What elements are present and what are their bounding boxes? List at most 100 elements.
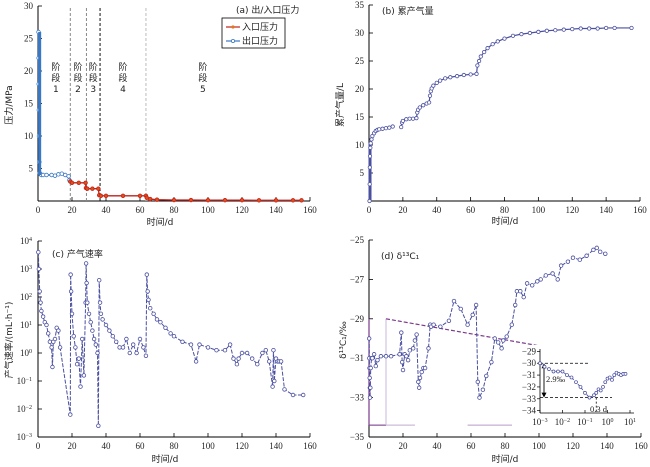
inset-x-tick-label: 101 [624, 417, 636, 427]
inset-data-point [578, 385, 583, 389]
stage-label-number: 1 [53, 85, 59, 95]
data-point-delta13c [496, 340, 501, 345]
panel-d-y-tick-label: −27 [350, 274, 365, 284]
data-point-gas-rate [270, 384, 275, 389]
inset-time-annotation: 0.3 d [590, 404, 608, 414]
inset-y-tick-label: −31 [522, 370, 536, 380]
cumulative-initial-band [368, 143, 372, 201]
data-point-gas-rate [46, 331, 51, 336]
data-point-inlet [256, 198, 262, 203]
data-point-gas-rate [301, 392, 306, 398]
outlet-initial-band [38, 32, 42, 175]
data-point-gas-rate [267, 359, 272, 364]
data-point-cumulative [438, 78, 443, 83]
stage-label-number: 4 [120, 85, 126, 95]
series-line-cumulative-2 [400, 27, 632, 128]
data-point-delta13c [509, 322, 514, 327]
data-point-delta13c [378, 354, 384, 359]
data-point-delta13c [414, 332, 419, 337]
data-point-gas-rate [36, 266, 42, 272]
data-point-delta13c [412, 338, 418, 343]
data-point-inlet [188, 197, 194, 203]
data-point-cumulative [502, 36, 507, 41]
data-point-delta13c [446, 318, 452, 323]
data-point-cumulative [448, 75, 453, 80]
panel-c-x-tick-label: 0 [36, 441, 41, 451]
inset-x-tick-label: 10−3 [532, 417, 547, 427]
panel-c-ylabel: 产气速率/(mL·h⁻¹) [3, 302, 15, 379]
data-point-gas-rate [134, 350, 139, 356]
data-point-cumulative [570, 26, 575, 32]
panel-a-y-tick-label: 25 [24, 34, 34, 44]
data-point-gas-rate [93, 342, 98, 347]
data-point-delta13c [501, 338, 506, 343]
panel-d-y-tick-label: −33 [350, 393, 365, 403]
panel-c-x-tick-label: 20 [68, 441, 78, 451]
panel-a-x-tick-label: 80 [170, 205, 180, 215]
data-point-gas-rate [36, 249, 41, 255]
panel-c-x-tick-label: 160 [303, 441, 317, 451]
data-point-cumulative [485, 46, 490, 51]
inset-data-point [601, 385, 605, 389]
panel-b-cumulative-gas: (b) 累产气量 时间/d 累产气量/L 0 20 40 60 80 100 120 140 1… [334, 0, 647, 227]
data-point-delta13c [598, 249, 603, 255]
data-point-delta13c [591, 247, 596, 253]
inset-delta-annotation: 2.9‰ [546, 374, 566, 384]
data-point-delta13c [397, 352, 402, 357]
stage-label-char2: 段 [73, 72, 82, 84]
legend-box [221, 17, 286, 49]
data-point-cumulative [404, 117, 409, 122]
data-point-inlet [171, 197, 177, 203]
data-point-cumulative [369, 137, 374, 142]
data-point-delta13c [489, 359, 494, 365]
data-point-inlet [103, 193, 109, 198]
data-point-gas-rate [197, 342, 202, 347]
data-point-gas-rate [85, 300, 90, 305]
panel-b-y-tick-label: 25 [355, 56, 365, 66]
panel-d-x-tick-label: 160 [634, 441, 648, 451]
panel-a-x-tick-label: 160 [303, 205, 317, 215]
panel-c-x-tick-label: 40 [102, 441, 112, 451]
data-point-delta13c [399, 330, 404, 335]
data-point-cumulative [387, 125, 392, 130]
panel-b-x-tick-label: 20 [398, 205, 408, 215]
data-point-cumulative [495, 39, 500, 44]
panel-d-x-tick-label: 60 [467, 441, 477, 451]
data-point-delta13c [416, 379, 421, 385]
data-point-gas-rate [98, 311, 104, 316]
stage-label-number: 3 [90, 85, 96, 95]
data-point-delta13c [513, 302, 518, 308]
data-point-inlet [98, 193, 104, 198]
data-point-cumulative [595, 26, 600, 31]
data-point-delta13c [400, 367, 406, 373]
panel-d-y-tick-label: −31 [350, 353, 364, 363]
panel-d-ylabel: δ¹³C₁/‰ [339, 321, 349, 359]
data-point-cumulative [414, 116, 419, 121]
inset-y-tick-label: −34 [522, 406, 537, 416]
data-point-gas-rate [278, 359, 284, 364]
data-point-delta13c [371, 352, 377, 357]
inset-data-point [583, 391, 587, 395]
data-point-gas-rate [163, 325, 168, 330]
panel-b-title: (b) 累产气量 [382, 5, 434, 17]
data-point-cumulative [367, 165, 372, 170]
data-point-cumulative [377, 127, 382, 132]
data-point-gas-rate [290, 392, 296, 398]
stage-label-char1: 阶 [51, 61, 60, 73]
panel-d-x-tick-label: 120 [566, 441, 580, 451]
data-point-gas-rate [96, 278, 102, 283]
data-point-delta13c [504, 334, 509, 339]
data-point-delta13c [431, 322, 436, 327]
data-point-gas-rate [154, 317, 160, 322]
panel-d-x-tick-label: 100 [532, 441, 546, 451]
panel-c-xlabel: 时间/d [152, 453, 179, 465]
panel-b-x-tick-label: 40 [432, 205, 442, 215]
data-point-gas-rate [86, 311, 92, 316]
data-point-cumulative [629, 25, 634, 31]
data-point-gas-rate [137, 336, 143, 342]
data-point-gas-rate [76, 356, 81, 361]
panel-a-x-tick-label: 100 [201, 205, 215, 215]
data-point-gas-rate [145, 289, 150, 294]
data-point-gas-rate [255, 362, 260, 367]
panel-c-x-tick-label: 120 [235, 441, 249, 451]
